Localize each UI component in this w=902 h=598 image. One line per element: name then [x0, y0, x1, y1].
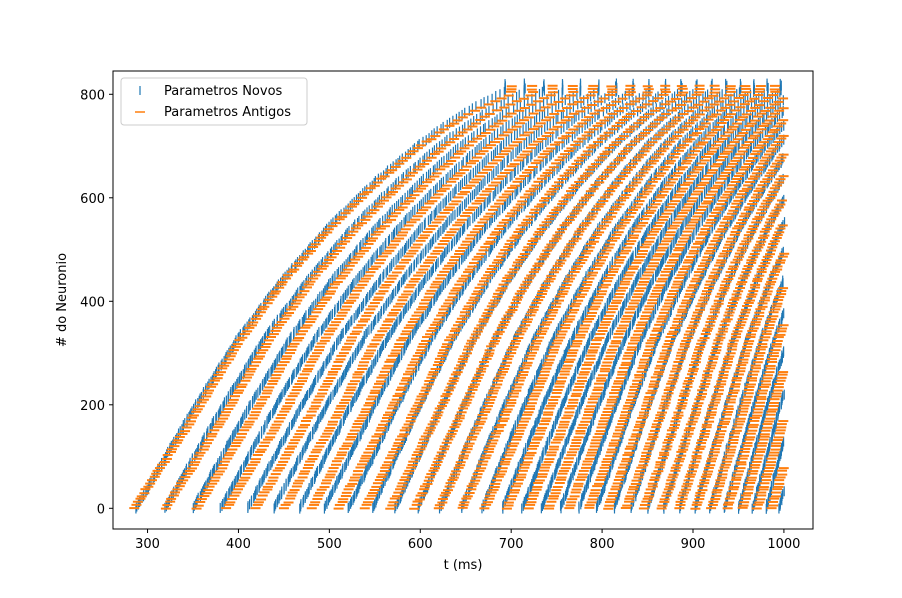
chart-figure: 3004005006007008009001000 0200400600800 …: [0, 0, 902, 594]
raster-plot: 3004005006007008009001000 0200400600800 …: [0, 0, 902, 594]
